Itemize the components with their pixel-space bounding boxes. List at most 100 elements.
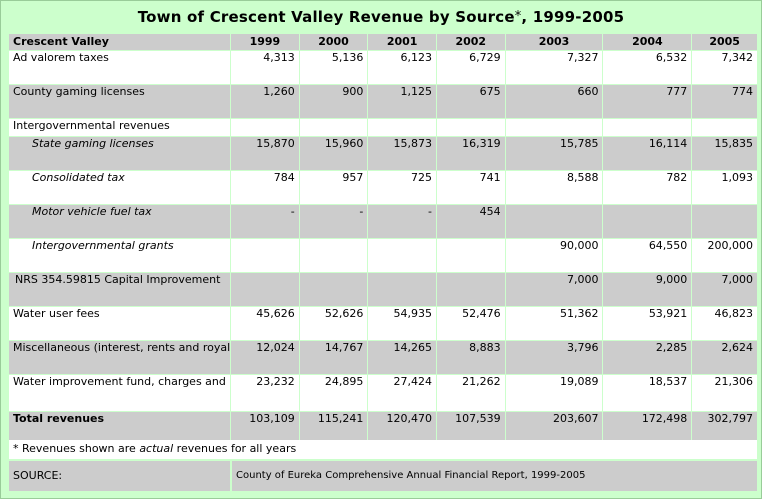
cell-value: 203,607 [505,412,603,445]
cell-value [299,239,368,272]
cell-value [231,239,299,272]
footnote-prefix: * Revenues shown are [13,442,140,455]
row-label: County gaming licenses [9,85,231,118]
cell-value: 15,785 [505,137,603,170]
row-label: Intergovernmental grants [9,239,231,272]
cell-value [231,119,299,136]
cell-value [231,273,299,306]
cell-value [299,273,368,306]
cell-value: 54,935 [368,307,436,340]
table-row: Water user fees 45,626 52,626 54,935 52,476 5… [9,307,757,340]
cell-value: 115,241 [299,412,368,445]
footnote-emphasis: actual [139,442,174,455]
cell-value: 120,470 [368,412,436,445]
table-row: Intergovernmental revenues [9,119,757,136]
cell-value: 14,265 [368,341,436,374]
cell-value: - [368,205,436,238]
cell-value: 8,588 [505,171,603,204]
header-row: Crescent Valley 1999 2000 2001 2002 2003… [9,34,757,50]
row-label: NRS 354.59815 Capital Improvement [9,273,231,306]
cell-value: 15,870 [231,137,299,170]
cell-value [436,239,505,272]
row-label: Consolidated tax [9,171,231,204]
header-year: 2003 [505,34,603,50]
cell-value: 103,109 [231,412,299,445]
cell-value: 15,960 [299,137,368,170]
cell-value: 9,000 [603,273,692,306]
cell-value: 302,797 [692,412,757,445]
row-label: Ad valorem taxes [9,51,231,84]
header-year: 2005 [692,34,757,50]
cell-value: 19,089 [505,375,603,411]
cell-value: 1,093 [692,171,757,204]
header-year: 2004 [603,34,692,50]
cell-value: 16,114 [603,137,692,170]
footnote: * Revenues shown are actual revenues for… [9,440,757,459]
cell-value: 6,729 [436,51,505,84]
cell-value: 6,532 [603,51,692,84]
cell-value: 782 [603,171,692,204]
cell-value: 4,313 [231,51,299,84]
cell-value: 27,424 [368,375,436,411]
cell-value: 6,123 [368,51,436,84]
table-row: Motor vehicle fuel tax - - -454 [9,205,757,238]
header-year: 1999 [231,34,299,50]
cell-value: 172,498 [603,412,692,445]
table-row: Intergovernmental grants 90,000 64,550 200,… [9,239,757,272]
cell-value: 16,319 [436,137,505,170]
table-row: Total revenues 103,109 115,241 120,470 107,5… [9,412,757,445]
cell-value: 5,136 [299,51,368,84]
header-label: Crescent Valley [9,34,231,50]
cell-value: 200,000 [692,239,757,272]
table-row: State gaming licenses 15,870 15,960 15,873 1… [9,137,757,170]
cell-value [692,119,757,136]
cell-value: 3,796 [505,341,603,374]
header-year: 2000 [299,34,368,50]
table-row: Ad valorem taxes 4,313 5,136 6,123 6,729 7,32… [9,51,757,84]
cell-value: 51,362 [505,307,603,340]
cell-value: 784 [231,171,299,204]
cell-value: 23,232 [231,375,299,411]
cell-value: 15,835 [692,137,757,170]
row-label: Water improvement fund, charges and inte… [9,375,231,411]
table-row: NRS 354.59815 Capital Improvement 7,000 9,… [9,273,757,306]
cell-value [603,205,692,238]
row-label: Water user fees [9,307,231,340]
cell-value: 15,873 [368,137,436,170]
cell-value: 7,000 [505,273,603,306]
cell-value: 90,000 [505,239,603,272]
cell-value: 64,550 [603,239,692,272]
cell-value [368,239,436,272]
cell-value [505,205,603,238]
cell-value: 21,306 [692,375,757,411]
cell-value: 18,537 [603,375,692,411]
page-title: Town of Crescent Valley Revenue by Sourc… [1,1,761,33]
cell-value: 725 [368,171,436,204]
cell-value: 53,921 [603,307,692,340]
footnote-suffix: revenues for all years [173,442,297,455]
table-row: Consolidated tax 784 957 725 741 8,588 782 1,09… [9,171,757,204]
source-label: SOURCE: [9,461,230,491]
cell-value: 7,342 [692,51,757,84]
cell-value: 52,626 [299,307,368,340]
table-row: Water improvement fund, charges and inte… [9,375,757,411]
cell-value: 1,260 [231,85,299,118]
cell-value [436,273,505,306]
cell-value: 900 [299,85,368,118]
cell-value: 2,624 [692,341,757,374]
cell-value: 7,327 [505,51,603,84]
cell-value: 454 [436,205,505,238]
title-years: , 1999-2005 [521,8,625,26]
cell-value: 1,125 [368,85,436,118]
cell-value: 675 [436,85,505,118]
cell-value: 24,895 [299,375,368,411]
revenue-table: Crescent Valley 1999 2000 2001 2002 2003… [8,33,758,446]
cell-value: 957 [299,171,368,204]
cell-value: 52,476 [436,307,505,340]
cell-value: 8,883 [436,341,505,374]
table-row: County gaming licenses 1,260 900 1,125 675 66… [9,85,757,118]
cell-value: - [231,205,299,238]
title-text: Town of Crescent Valley Revenue by Sourc… [137,8,515,26]
header-year: 2002 [436,34,505,50]
cell-value [368,119,436,136]
